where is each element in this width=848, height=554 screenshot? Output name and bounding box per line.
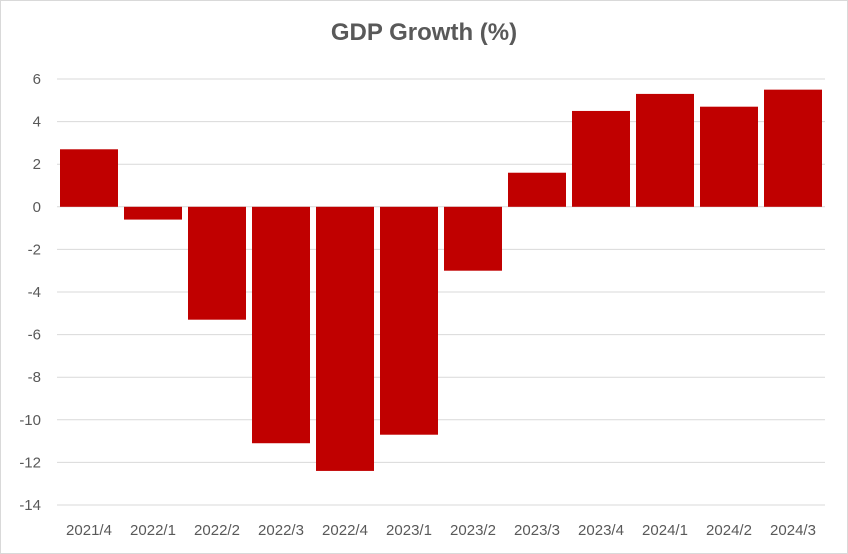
x-tick-label: 2022/3 <box>258 522 304 539</box>
y-tick-label: 6 <box>33 71 41 88</box>
y-tick-label: -14 <box>19 497 41 514</box>
bars <box>60 89 822 471</box>
x-axis-tick-labels: 2021/4 2022/1 2022/2 2022/3 2022/4 2023/1 2023… <box>66 522 816 539</box>
x-tick-label: 2022/4 <box>322 522 368 539</box>
bar-2021-4 <box>60 149 118 207</box>
y-tick-label: 4 <box>33 114 41 131</box>
x-tick-label: 2024/2 <box>706 522 752 539</box>
bar-2022-4 <box>316 206 374 471</box>
y-tick-label: -2 <box>28 241 41 258</box>
y-tick-label: -12 <box>19 454 41 471</box>
x-tick-label: 2022/1 <box>130 522 176 539</box>
x-tick-label: 2022/2 <box>194 522 240 539</box>
bar-2022-2 <box>188 206 246 320</box>
y-tick-label: -4 <box>28 284 41 301</box>
y-tick-label: -10 <box>19 412 41 429</box>
bar-2023-4 <box>572 110 630 207</box>
bar-2024-3 <box>764 89 822 207</box>
x-tick-label: 2023/2 <box>450 522 496 539</box>
y-tick-label: 0 <box>33 199 41 216</box>
chart-title: GDP Growth (%) <box>330 19 518 46</box>
x-tick-label: 2023/1 <box>386 522 432 539</box>
bar-2022-1 <box>124 206 182 220</box>
bar-2023-1 <box>380 206 438 435</box>
x-tick-label: 2021/4 <box>66 522 112 539</box>
bar-2024-2 <box>700 106 758 207</box>
bar-2024-1 <box>636 93 694 207</box>
x-tick-label: 2023/3 <box>514 522 560 539</box>
x-tick-label: 2024/1 <box>642 522 688 539</box>
y-tick-label: -6 <box>28 327 41 344</box>
y-tick-label: -8 <box>28 369 41 386</box>
bar-2023-2 <box>444 206 502 271</box>
bar-2022-3 <box>252 206 310 444</box>
y-axis-tick-labels: 6 4 2 0 -2 -4 -6 -8 -10 -12 -14 <box>19 71 41 514</box>
gridlines <box>57 78 825 506</box>
bar-2023-3 <box>508 172 566 207</box>
y-tick-label: 2 <box>33 156 41 173</box>
x-tick-label: 2024/3 <box>770 522 816 539</box>
x-tick-label: 2023/4 <box>578 522 624 539</box>
